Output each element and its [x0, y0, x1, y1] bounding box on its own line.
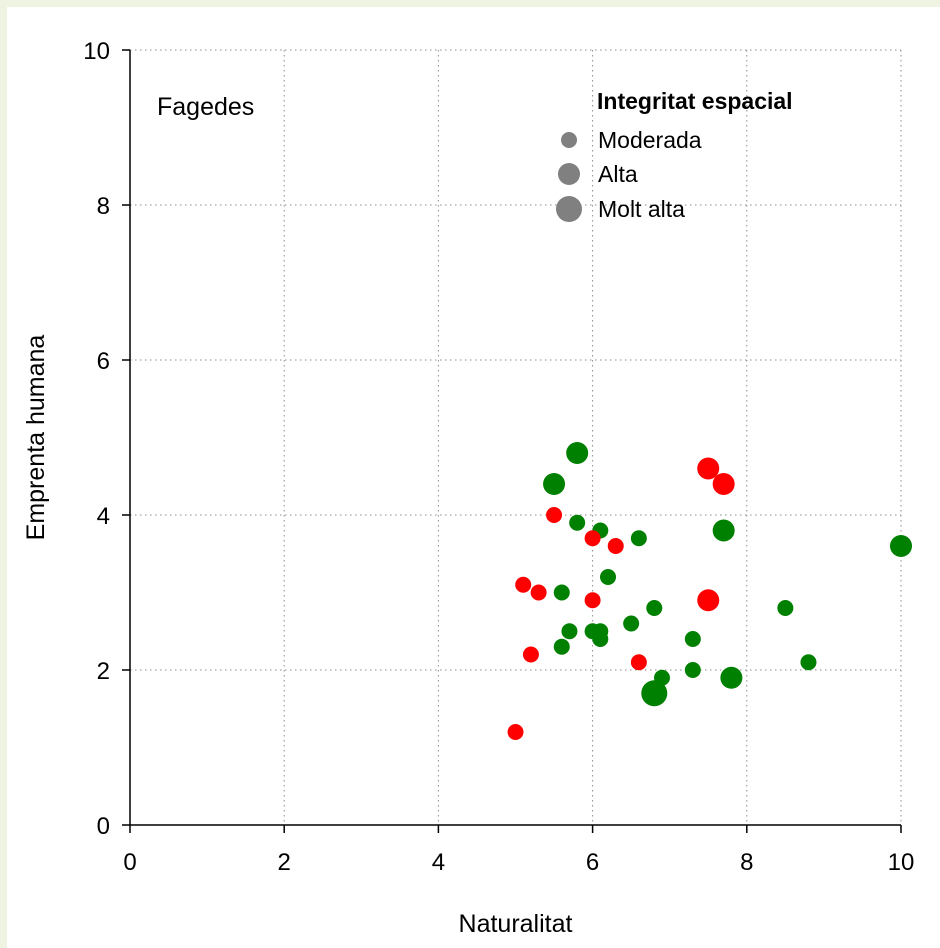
data-point — [712, 473, 735, 495]
y-tick-label: 4 — [97, 503, 110, 530]
y-tick-label: 8 — [97, 193, 110, 220]
data-point — [561, 623, 578, 640]
data-point — [607, 538, 624, 554]
y-tick-label: 10 — [83, 38, 110, 65]
data-point — [546, 507, 563, 523]
data-point — [522, 646, 539, 663]
legend-label: Moderada — [598, 127, 702, 153]
axes — [129, 50, 901, 826]
data-point — [684, 662, 701, 678]
legend-label: Molt alta — [598, 196, 685, 222]
data-point — [515, 576, 532, 593]
ticks: 0 2 4 6 8 10 0 2 4 6 8 10 — [83, 38, 914, 876]
y-tick-label: 0 — [97, 813, 110, 840]
legend-title: Integritat espacial — [597, 88, 793, 114]
chart-panel: 0 2 4 6 8 10 0 2 4 6 8 10 Fagedes Naturalitat Empre… — [7, 7, 940, 948]
data-point — [800, 654, 817, 671]
scatter-chart: 0 2 4 6 8 10 0 2 4 6 8 10 Fagedes Naturalitat Empre… — [22, 38, 914, 938]
x-tick-label: 2 — [278, 849, 291, 876]
data-point — [543, 473, 566, 495]
legend-symbol — [558, 163, 580, 185]
x-axis-title: Naturalitat — [459, 910, 573, 938]
data-point — [697, 589, 720, 612]
data-point — [507, 724, 524, 740]
grid — [130, 49, 902, 825]
data-point — [600, 569, 617, 585]
data-point — [630, 654, 647, 671]
y-tick-label: 2 — [97, 658, 110, 685]
legend-items: Moderada Alta Molt alta — [556, 127, 702, 222]
x-tick-label: 10 — [888, 849, 915, 876]
data-point — [720, 666, 743, 689]
data-point — [584, 592, 601, 609]
data-point — [569, 514, 586, 531]
y-tick-label: 6 — [97, 348, 110, 375]
data-points — [507, 442, 912, 740]
data-point — [584, 530, 601, 547]
x-tick-label: 8 — [740, 849, 753, 876]
data-point — [592, 631, 609, 647]
data-point — [566, 442, 589, 464]
legend-symbol — [561, 132, 577, 148]
data-point — [530, 584, 547, 601]
legend-label: Alta — [598, 161, 638, 187]
data-point — [630, 530, 647, 547]
data-point — [697, 457, 720, 480]
data-point — [553, 584, 570, 601]
data-point — [623, 615, 640, 632]
x-tick-label: 6 — [586, 849, 599, 876]
y-axis-title: Emprenta humana — [22, 335, 50, 541]
legend: Integritat espacial Moderada Alta Molt alt… — [556, 88, 793, 222]
data-point — [712, 519, 735, 542]
data-point — [553, 638, 570, 655]
data-point — [646, 600, 663, 616]
data-point — [641, 680, 668, 707]
data-point — [890, 535, 912, 557]
data-point — [684, 631, 701, 647]
x-tick-label: 0 — [123, 849, 136, 876]
legend-symbol — [556, 196, 582, 222]
panel-label: Fagedes — [157, 93, 254, 121]
x-tick-label: 4 — [432, 849, 445, 876]
data-point — [777, 600, 794, 616]
